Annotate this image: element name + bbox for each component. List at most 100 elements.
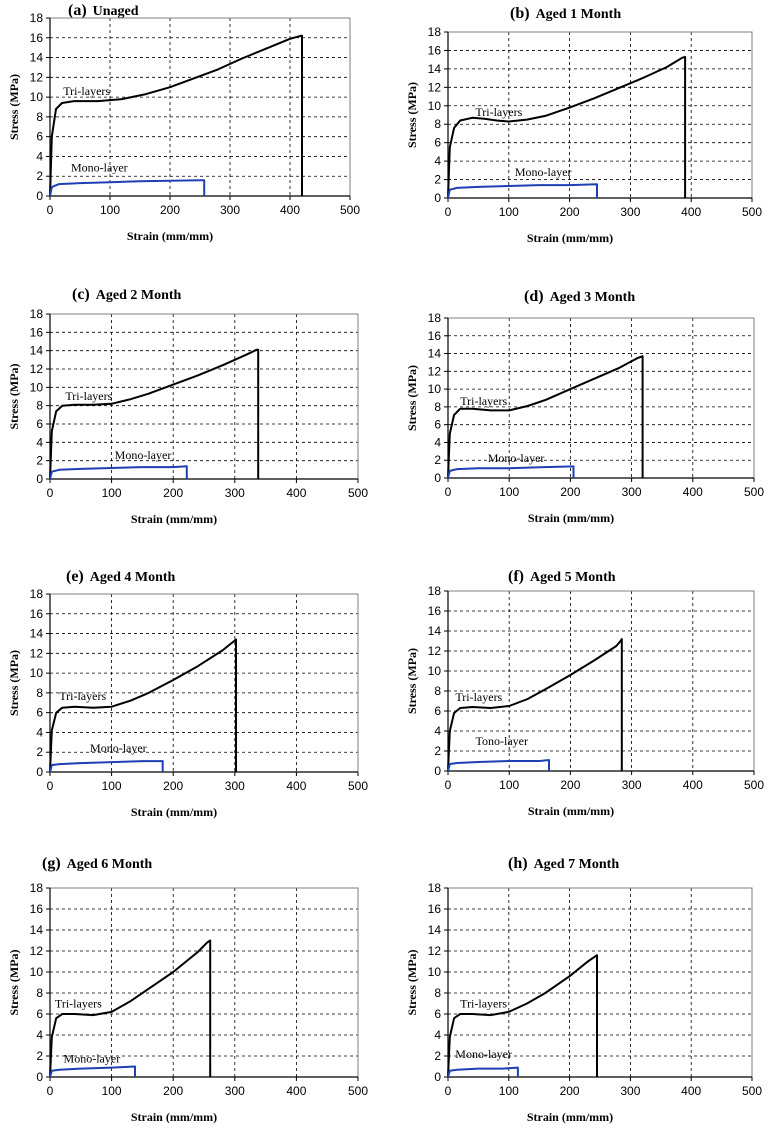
series-line-tono-layer xyxy=(447,759,550,772)
plot-frame xyxy=(49,887,359,1078)
x-tick-label: 400 xyxy=(683,778,703,792)
y-tick-label: 8 xyxy=(434,986,441,1000)
series-annotation: Tri-layers xyxy=(55,997,102,1011)
series-annotation: Tri-layers xyxy=(475,105,522,119)
x-axis-label: Strain (mm/mm) xyxy=(528,511,614,525)
y-tick-label: 18 xyxy=(428,584,442,598)
x-tick-label: 500 xyxy=(348,486,368,500)
y-tick-label: 10 xyxy=(428,99,442,113)
series-annotation: Tri-layers xyxy=(65,389,112,403)
y-tick-label: 2 xyxy=(434,453,441,467)
chart-panel-1: (b) Aged 1 Month 0 2 4 6 8 10 12 14 16 18 0 100 200 300… xyxy=(384,0,768,287)
y-tick-label: 14 xyxy=(30,627,44,641)
y-tick-label: 18 xyxy=(428,311,442,325)
series-annotation: Tono-layer xyxy=(476,734,528,748)
y-axis-label: Stress (MPa) xyxy=(7,363,21,429)
series-line-mono-layer xyxy=(49,1065,136,1078)
y-tick-label: 0 xyxy=(434,471,441,485)
x-tick-label: 500 xyxy=(742,1084,762,1098)
series-line-tri-layers xyxy=(447,55,687,199)
x-tick-label: 500 xyxy=(348,779,368,793)
x-tick-label: 400 xyxy=(286,486,306,500)
y-tick-label: 16 xyxy=(428,43,442,57)
y-tick-label: 4 xyxy=(434,435,441,449)
series-line-mono-layer xyxy=(447,465,575,479)
y-tick-label: 0 xyxy=(434,191,441,205)
y-tick-label: 18 xyxy=(30,881,44,895)
y-tick-label: 6 xyxy=(434,704,441,718)
y-tick-label: 4 xyxy=(36,1028,43,1042)
x-tick-label: 500 xyxy=(744,778,764,792)
x-tick-label: 0 xyxy=(47,779,54,793)
y-tick-label: 16 xyxy=(30,607,44,621)
y-tick-label: 4 xyxy=(36,725,43,739)
x-tick-label: 100 xyxy=(102,1084,122,1098)
y-tick-label: 4 xyxy=(36,435,43,449)
x-axis-label: Strain (mm/mm) xyxy=(131,1110,217,1124)
y-tick-label: 10 xyxy=(428,664,442,678)
chart-title: (f) Aged 5 Month xyxy=(508,568,616,585)
x-tick-label: 400 xyxy=(681,1084,701,1098)
y-tick-label: 14 xyxy=(30,344,44,358)
series-annotation: Tri-layers xyxy=(460,997,507,1011)
series-annotation: Mono-layer xyxy=(90,741,147,755)
y-tick-label: 8 xyxy=(434,400,441,414)
x-axis-label: Strain (mm/mm) xyxy=(131,805,217,819)
y-tick-label: 16 xyxy=(428,902,442,916)
series-line-mono-layer xyxy=(447,1066,519,1078)
series-line-tri-layers xyxy=(49,348,260,480)
y-tick-label: 2 xyxy=(434,1049,441,1063)
y-tick-label: 14 xyxy=(428,923,442,937)
x-tick-label: 200 xyxy=(560,1084,580,1098)
x-tick-label: 300 xyxy=(622,485,642,499)
y-axis-label: Stress (MPa) xyxy=(405,949,419,1015)
x-tick-label: 300 xyxy=(620,205,640,219)
series-annotation: Mono-layer xyxy=(515,165,572,179)
x-tick-label: 200 xyxy=(163,779,183,793)
y-tick-label: 2 xyxy=(434,744,441,758)
y-tick-label: 14 xyxy=(428,624,442,638)
y-tick-label: 12 xyxy=(30,362,44,376)
x-tick-label: 300 xyxy=(220,203,240,217)
y-tick-label: 2 xyxy=(36,169,43,183)
y-axis-label: Stress (MPa) xyxy=(405,648,419,714)
axis-lines xyxy=(49,888,358,1078)
x-tick-label: 300 xyxy=(225,1084,245,1098)
series-line-tri-layers xyxy=(49,638,237,773)
chart-svg-5: (f) Aged 5 Month 0 2 4 6 8 10 12 14 16 18 0 100 200 300… xyxy=(405,568,764,818)
chart-svg-0: (a) Unaged 0 2 4 6 8 10 12 14 16 18 0 100 200 300 400 500… xyxy=(7,2,360,243)
y-tick-label: 14 xyxy=(30,51,44,65)
x-tick-label: 500 xyxy=(340,203,360,217)
x-tick-label: 100 xyxy=(499,778,519,792)
y-tick-label: 8 xyxy=(36,110,43,124)
series-line-tri-layers xyxy=(49,34,303,197)
chart-title: (b) Aged 1 Month xyxy=(510,5,621,22)
y-tick-label: 18 xyxy=(30,587,44,601)
x-tick-label: 0 xyxy=(445,205,452,219)
chart-panel-3: (d) Aged 3 Month 0 2 4 6 8 10 12 14 16 18 0 100 200 300… xyxy=(384,286,768,573)
series-annotation: Mono-layer xyxy=(71,160,128,174)
series-line-mono-layer xyxy=(447,183,598,199)
y-tick-label: 18 xyxy=(30,307,44,321)
series-annotation: Tri-layers xyxy=(460,394,507,408)
y-tick-label: 18 xyxy=(428,25,442,39)
y-tick-label: 12 xyxy=(30,944,44,958)
x-axis-label: Strain (mm/mm) xyxy=(127,229,213,243)
y-tick-label: 8 xyxy=(434,117,441,131)
y-tick-label: 4 xyxy=(36,149,43,163)
y-tick-label: 10 xyxy=(30,90,44,104)
x-tick-label: 500 xyxy=(744,485,764,499)
y-axis-label: Stress (MPa) xyxy=(405,82,419,148)
x-tick-label: 100 xyxy=(102,779,122,793)
y-tick-label: 16 xyxy=(30,902,44,916)
y-tick-label: 6 xyxy=(36,130,43,144)
x-tick-label: 300 xyxy=(620,1084,640,1098)
y-tick-label: 4 xyxy=(434,724,441,738)
chart-panel-6: (g) Aged 6 Month 0 2 4 6 8 10 12 14 16 18 0 100 200 300… xyxy=(0,847,384,1134)
chart-svg-7: (h) Aged 7 Month 0 2 4 6 8 10 12 14 16 18 0 100 200 300… xyxy=(405,855,762,1124)
y-tick-label: 18 xyxy=(30,11,44,25)
x-tick-label: 100 xyxy=(100,203,120,217)
x-tick-label: 200 xyxy=(560,205,580,219)
y-tick-label: 10 xyxy=(30,380,44,394)
